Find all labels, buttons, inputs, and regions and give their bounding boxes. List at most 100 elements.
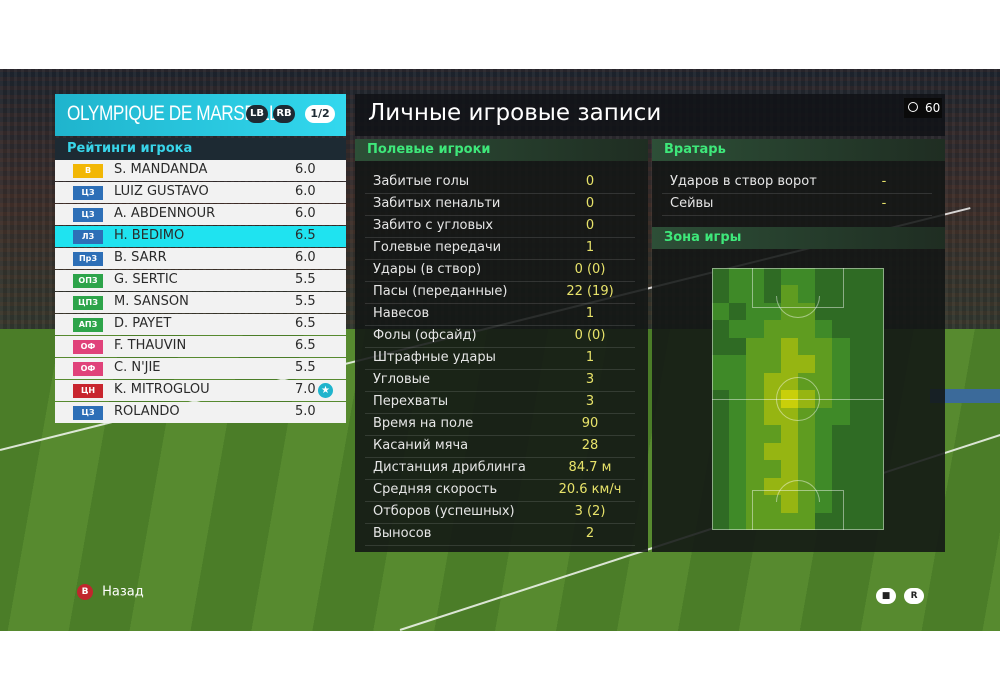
position-badge: ЦН	[73, 384, 103, 398]
lb-button[interactable]: LB	[246, 105, 268, 123]
ad-board	[930, 389, 1000, 403]
stat-label: Касаний мяча	[373, 438, 469, 453]
heatmap-cell	[763, 425, 781, 443]
heatmap-cell	[712, 477, 730, 496]
heatmap-cell	[849, 512, 867, 530]
stat-label: Забитых пенальти	[373, 196, 501, 211]
player-rating: 6.0	[295, 250, 316, 265]
stat-label: Ударов в створ ворот	[670, 174, 817, 189]
heatmap-cell	[763, 337, 781, 356]
stat-label: Угловые	[373, 372, 430, 387]
heatmap-cell	[712, 285, 730, 303]
heatmap-cell	[849, 285, 867, 303]
heatmap-cell	[763, 512, 781, 530]
player-rating: 5.5	[295, 272, 316, 287]
player-row[interactable]: АПЗ D. PAYET 6.5	[55, 314, 346, 335]
stat-row: Забито с угловых 0	[365, 216, 635, 238]
player-row[interactable]: ЦЗ LUIZ GUSTAVO 6.0	[55, 182, 346, 203]
heatmap-cell	[729, 460, 747, 478]
heatmap-cell	[815, 268, 833, 286]
heatmap-cell	[712, 460, 730, 478]
stat-label: Забито с угловых	[373, 218, 494, 233]
heatmap-cell	[746, 512, 764, 530]
heatmap-cell	[798, 355, 816, 373]
player-name: H. BEDIMO	[114, 228, 185, 243]
heatmap-cell	[849, 320, 867, 338]
heatmap-cell	[832, 302, 850, 321]
heatmap-cell	[729, 320, 747, 338]
heatmap-cell	[746, 477, 764, 496]
stat-label: Сейвы	[670, 196, 714, 211]
player-rating: 6.0	[295, 206, 316, 221]
stat-label: Время на поле	[373, 416, 474, 431]
player-name: K. MITROGLOU	[114, 382, 210, 397]
center-circle	[776, 377, 820, 421]
heatmap-cell	[712, 372, 730, 391]
player-row[interactable]: ОФ C. N'JIE 5.5	[55, 358, 346, 379]
pitch-outline	[712, 268, 884, 530]
heatmap-cell	[798, 320, 816, 338]
player-row[interactable]: ОПЗ G. SERTIC 5.5	[55, 270, 346, 291]
player-row[interactable]: ЦПЗ M. SANSON 5.5	[55, 292, 346, 313]
stat-label: Пасы (переданные)	[373, 284, 508, 299]
heatmap-cell	[746, 302, 764, 321]
heatmap-cell	[729, 425, 747, 443]
stat-row: Сейвы -	[662, 194, 932, 216]
heatmap-cell	[798, 442, 816, 461]
player-row[interactable]: В S. MANDANDA 6.0	[55, 160, 346, 181]
chat-icon[interactable]: ■	[876, 588, 896, 604]
heatmap-cell	[832, 268, 850, 286]
player-rating: 7.0	[295, 382, 316, 397]
position-badge: ОФ	[73, 362, 103, 376]
position-badge: ЦЗ	[73, 208, 103, 222]
player-rating: 5.5	[295, 360, 316, 375]
player-row[interactable]: ЛЗ H. BEDIMO 6.5	[55, 226, 346, 247]
rb-button[interactable]: RB	[273, 105, 295, 123]
stat-row: Отборов (успешных) 3 (2)	[365, 502, 635, 524]
heatmap-cell	[832, 407, 850, 426]
heatmap-cell	[780, 337, 798, 356]
footer-icons: ■ R	[876, 583, 927, 604]
position-badge: ЛЗ	[73, 230, 103, 244]
position-badge: АПЗ	[73, 318, 103, 332]
player-name: G. SERTIC	[114, 272, 178, 287]
stat-row: Выносов 2	[365, 524, 635, 546]
player-row[interactable]: ЦЗ ROLANDO 5.0	[55, 402, 346, 423]
stat-row: Перехваты 3	[365, 392, 635, 414]
player-row[interactable]: ПрЗ B. SARR 6.0	[55, 248, 346, 269]
heatmap-cell	[712, 320, 730, 338]
heatmap-cell	[729, 302, 747, 321]
heatmap-cell	[832, 512, 850, 530]
heatmap-cell	[866, 320, 884, 338]
stat-row: Навесов 1	[365, 304, 635, 326]
stat-label: Удары (в створ)	[373, 262, 482, 277]
heatmap-cell	[712, 425, 730, 443]
heatmap-cell	[746, 425, 764, 443]
player-name: B. SARR	[114, 250, 167, 265]
heatmap-cell	[849, 302, 867, 321]
heatmap-cell	[798, 337, 816, 356]
heatmap-cell	[712, 442, 730, 461]
back-button[interactable]: B Назад	[77, 584, 144, 600]
heatmap-cell	[866, 390, 884, 408]
heatmap-cell	[780, 268, 798, 286]
heatmap-cell	[729, 495, 747, 513]
heatmap-cell	[729, 372, 747, 391]
heatmap-cell	[815, 425, 833, 443]
heatmap-cell	[849, 390, 867, 408]
heatmap-cell	[832, 477, 850, 496]
heatmap-cell	[763, 477, 781, 496]
heatmap-cell	[849, 372, 867, 391]
stat-row: Ударов в створ ворот -	[662, 172, 932, 194]
player-row[interactable]: ЦН K. MITROGLOU 7.0 ★	[55, 380, 346, 401]
heatmap-cell	[729, 285, 747, 303]
player-row[interactable]: ЦЗ A. ABDENNOUR 6.0	[55, 204, 346, 225]
stat-label: Навесов	[373, 306, 430, 321]
heatmap-cell	[849, 495, 867, 513]
heatmap-cell	[729, 477, 747, 496]
rs-icon[interactable]: R	[904, 588, 925, 604]
heatmap-cell	[832, 425, 850, 443]
heatmap-cell	[815, 372, 833, 391]
player-row[interactable]: ОФ F. THAUVIN 6.5	[55, 336, 346, 357]
goalkeeper-heading: Вратарь	[652, 139, 945, 161]
